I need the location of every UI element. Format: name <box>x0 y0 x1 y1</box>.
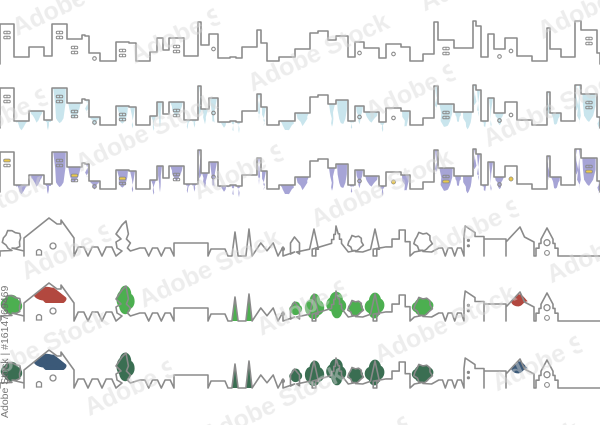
svg-text:Adobe Stock | #1614769469: Adobe Stock | #1614769469 <box>0 286 11 418</box>
